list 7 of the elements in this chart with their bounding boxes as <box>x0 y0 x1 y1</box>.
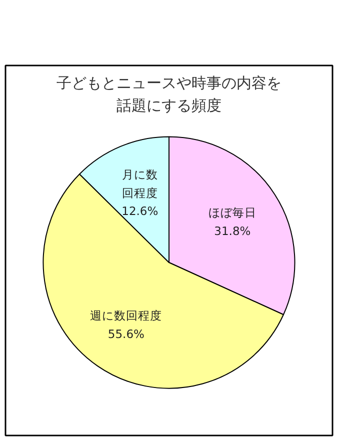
slice-label: 週に数回程度 <box>90 308 162 323</box>
data-label: 31.8% <box>214 224 251 238</box>
slice-label: 月に数回程度 <box>122 168 158 200</box>
chart-title: 子どもとニュースや時事の内容を話題にする頻度 <box>56 74 282 114</box>
data-label: 55.6% <box>108 326 145 341</box>
data-label: 12.6% <box>122 204 158 218</box>
slice-label: ほぼ毎日 <box>208 206 256 220</box>
